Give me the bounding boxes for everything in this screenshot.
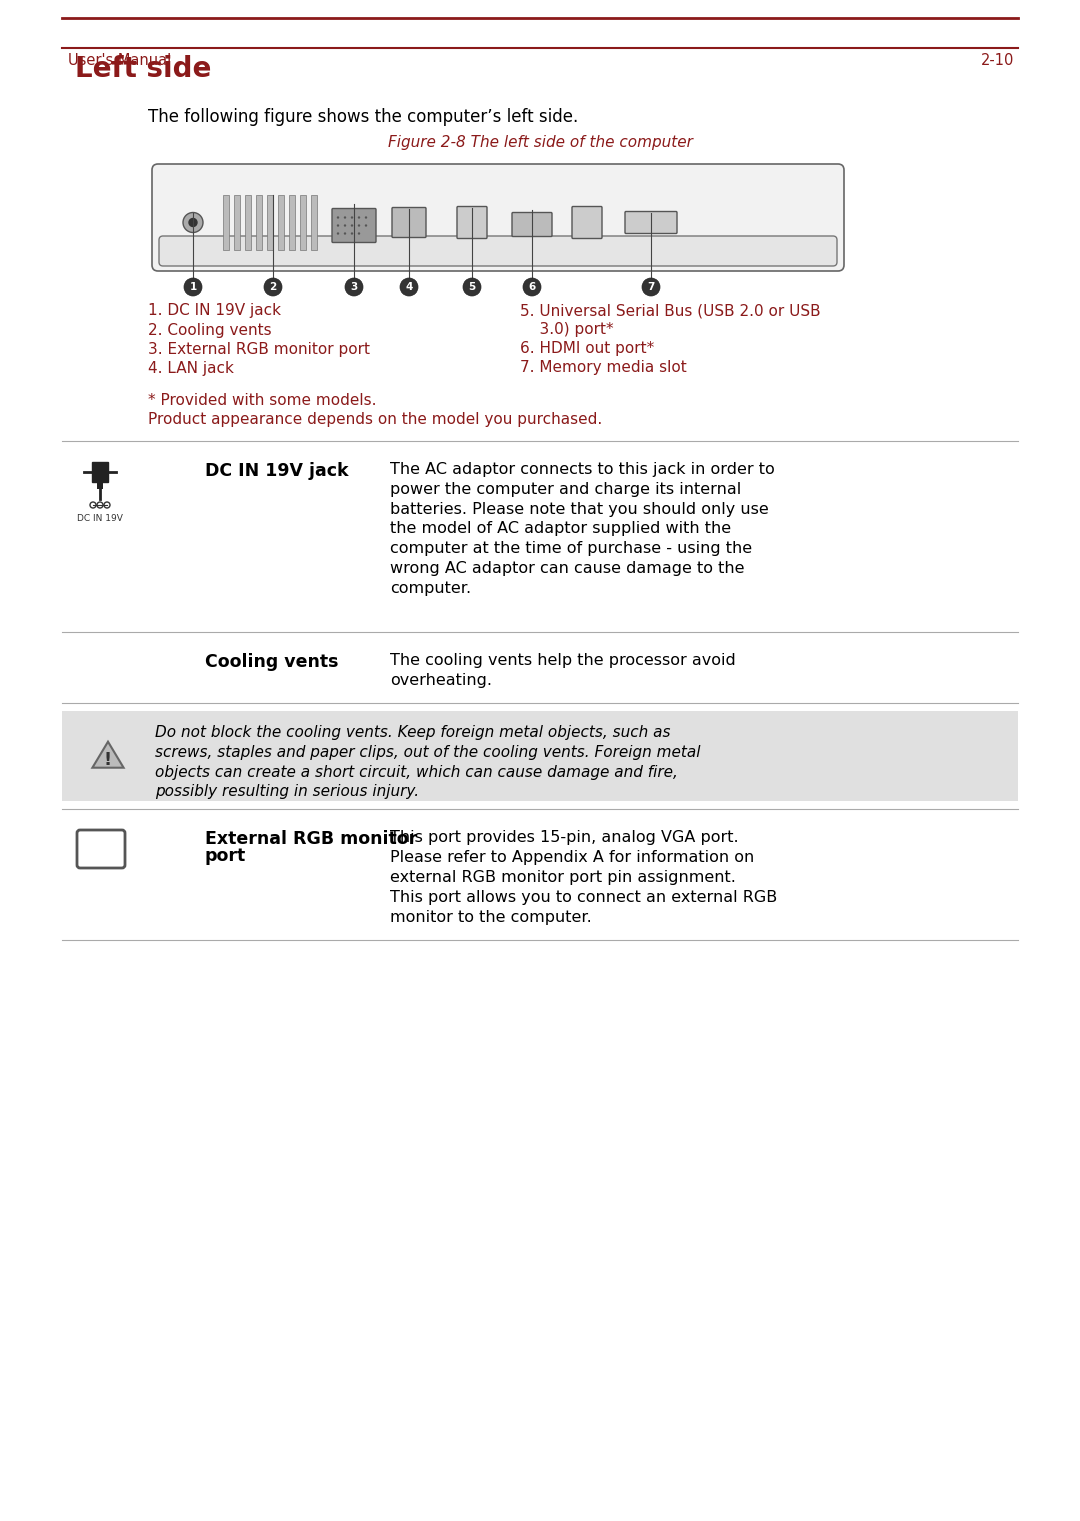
Text: 1: 1 — [189, 281, 197, 292]
Text: 2. Cooling vents: 2. Cooling vents — [148, 322, 272, 338]
Text: 6: 6 — [528, 281, 536, 292]
Text: Figure 2-8 The left side of the computer: Figure 2-8 The left side of the computer — [388, 135, 692, 151]
Text: The cooling vents help the processor avoid
overheating.: The cooling vents help the processor avo… — [390, 653, 735, 687]
Text: 6. HDMI out port*: 6. HDMI out port* — [519, 341, 654, 356]
Text: The AC adaptor connects to this jack in order to
power the computer and charge i: The AC adaptor connects to this jack in … — [390, 462, 774, 596]
Circle shape — [189, 219, 197, 227]
Text: External RGB monitor: External RGB monitor — [205, 830, 417, 849]
Circle shape — [337, 216, 339, 219]
Circle shape — [351, 224, 353, 227]
Text: Left side: Left side — [75, 55, 212, 84]
Circle shape — [343, 233, 347, 234]
Bar — [245, 195, 251, 249]
Text: The following figure shows the computer’s left side.: The following figure shows the computer’… — [148, 108, 578, 126]
Text: 7. Memory media slot: 7. Memory media slot — [519, 360, 687, 376]
Text: 5: 5 — [469, 281, 475, 292]
Bar — [300, 195, 306, 249]
Text: 7: 7 — [647, 281, 654, 292]
Text: 2-10: 2-10 — [981, 53, 1014, 68]
FancyBboxPatch shape — [572, 207, 602, 239]
Bar — [92, 462, 108, 482]
Text: 4. LAN jack: 4. LAN jack — [148, 360, 234, 376]
FancyBboxPatch shape — [152, 164, 843, 271]
Circle shape — [343, 216, 347, 219]
FancyBboxPatch shape — [62, 710, 1018, 802]
FancyBboxPatch shape — [625, 211, 677, 234]
Text: User's Manual: User's Manual — [68, 53, 172, 68]
Text: Product appearance depends on the model you purchased.: Product appearance depends on the model … — [148, 412, 603, 427]
Text: DC IN 19V jack: DC IN 19V jack — [205, 462, 349, 481]
Text: !: ! — [104, 751, 112, 770]
Text: 1. DC IN 19V jack: 1. DC IN 19V jack — [148, 303, 281, 318]
Text: Cooling vents: Cooling vents — [205, 653, 338, 671]
FancyBboxPatch shape — [77, 830, 125, 868]
Circle shape — [183, 213, 203, 233]
FancyBboxPatch shape — [332, 208, 376, 242]
Circle shape — [343, 224, 347, 227]
Text: DC IN 19V: DC IN 19V — [77, 514, 123, 523]
Circle shape — [357, 216, 361, 219]
Bar — [311, 195, 318, 249]
FancyBboxPatch shape — [457, 207, 487, 239]
FancyBboxPatch shape — [392, 207, 426, 237]
Text: This port provides 15-pin, analog VGA port.
Please refer to Appendix A for infor: This port provides 15-pin, analog VGA po… — [390, 830, 754, 885]
Text: This port allows you to connect an external RGB
monitor to the computer.: This port allows you to connect an exter… — [390, 890, 778, 925]
Circle shape — [463, 278, 481, 297]
Text: 5. Universal Serial Bus (USB 2.0 or USB: 5. Universal Serial Bus (USB 2.0 or USB — [519, 303, 821, 318]
Text: * Provided with some models.: * Provided with some models. — [148, 392, 377, 408]
Circle shape — [184, 278, 202, 297]
Circle shape — [357, 233, 361, 234]
Polygon shape — [93, 742, 123, 768]
Circle shape — [351, 233, 353, 234]
Circle shape — [264, 278, 282, 297]
Text: 3: 3 — [350, 281, 357, 292]
Text: 3.0) port*: 3.0) port* — [519, 322, 613, 338]
Bar — [278, 195, 284, 249]
Bar — [289, 195, 295, 249]
Circle shape — [357, 224, 361, 227]
FancyBboxPatch shape — [159, 236, 837, 266]
Circle shape — [337, 233, 339, 234]
Bar — [256, 195, 262, 249]
Circle shape — [400, 278, 418, 297]
Circle shape — [642, 278, 660, 297]
Circle shape — [365, 224, 367, 227]
Text: 2: 2 — [269, 281, 276, 292]
Text: 4: 4 — [405, 281, 413, 292]
Bar — [267, 195, 273, 249]
Text: 3. External RGB monitor port: 3. External RGB monitor port — [148, 342, 370, 357]
FancyBboxPatch shape — [512, 213, 552, 236]
Text: port: port — [205, 847, 246, 865]
Circle shape — [345, 278, 363, 297]
Circle shape — [351, 216, 353, 219]
Circle shape — [523, 278, 541, 297]
Bar — [234, 195, 240, 249]
Bar — [222, 195, 229, 249]
Circle shape — [337, 224, 339, 227]
Bar — [97, 481, 103, 488]
Text: Do not block the cooling vents. Keep foreign metal objects, such as
screws, stap: Do not block the cooling vents. Keep for… — [156, 726, 701, 800]
Circle shape — [365, 216, 367, 219]
